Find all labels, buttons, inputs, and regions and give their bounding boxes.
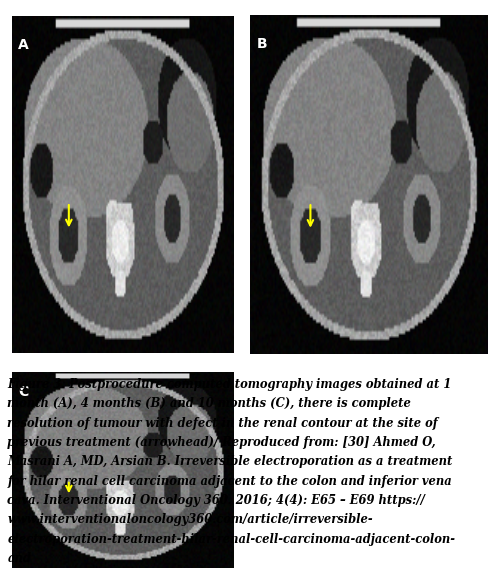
Text: electroporation-treatment-hilar-renal-cell-carcinoma-adjacent-colon-: electroporation-treatment-hilar-renal-ce… [7,533,455,546]
Text: previous treatment (arrowhead)/ Reproduced from: [30] Ahmed O,: previous treatment (arrowhead)/ Reproduc… [7,436,436,449]
Text: resolution of tumour with defect in the renal contour at the site of: resolution of tumour with defect in the … [7,417,438,430]
Text: for hilar renal cell carcinoma adjacent to the colon and inferior vena: for hilar renal cell carcinoma adjacent … [7,475,452,488]
Text: C: C [18,384,29,398]
Text: cava. Interventional Oncology 360. 2016; 4(4): E65 – E69 https://: cava. Interventional Oncology 360. 2016;… [7,494,425,507]
Text: www.interventionaloncology360.com/article/irreversible-: www.interventionaloncology360.com/articl… [7,513,373,526]
Text: A: A [18,39,29,52]
Text: Masrani A, MD, Arsian B. Irreversible electroporation as a treatment: Masrani A, MD, Arsian B. Irreversible el… [7,455,453,468]
Text: B: B [256,38,267,52]
Text: month (A), 4 months (B) and 10 months (C), there is complete: month (A), 4 months (B) and 10 months (C… [7,397,412,410]
Text: Figure 3. Postprocedure computed tomography images obtained at 1: Figure 3. Postprocedure computed tomogra… [7,378,452,391]
Text: and: and [7,552,31,565]
